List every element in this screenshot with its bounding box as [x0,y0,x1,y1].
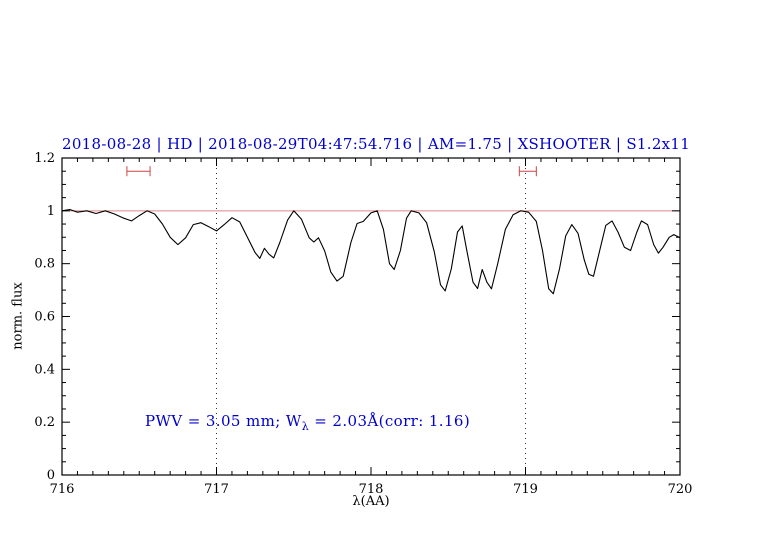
y-axis-tick-label: 0 [47,468,55,483]
plot-frame [61,157,681,476]
y-axis-tick-label: 1 [47,204,55,219]
x-axis-label: λ(AA) [352,494,390,509]
y-axis-tick-label: 1.2 [34,151,55,166]
y-axis-tick-label: 0.2 [34,415,55,430]
x-axis-tick-label: 717 [204,482,229,497]
chart-title: 2018-08-28 | HD | 2018-08-29T04:47:54.71… [62,135,691,153]
x-axis-tick-label: 720 [668,482,693,497]
pwv-annotation-suffix: = 2.03Å(corr: 1.16) [309,412,471,430]
y-axis-tick-label: 0.6 [34,310,55,325]
x-axis-tick-label: 716 [50,482,75,497]
pwv-annotation: PWV = 3.05 mm; Wλ = 2.03Å(corr: 1.16) [145,412,470,433]
pwv-annotation-subscript: λ [301,420,310,433]
pwv-annotation-prefix: PWV = 3.05 mm; W [145,412,302,430]
spectrum-line [61,208,681,295]
y-axis-tick-label: 0.8 [34,257,55,272]
y-axis-tick-label: 0.4 [34,362,55,377]
x-axis-tick-label: 718 [359,482,384,497]
x-axis-tick-label: 719 [513,482,538,497]
